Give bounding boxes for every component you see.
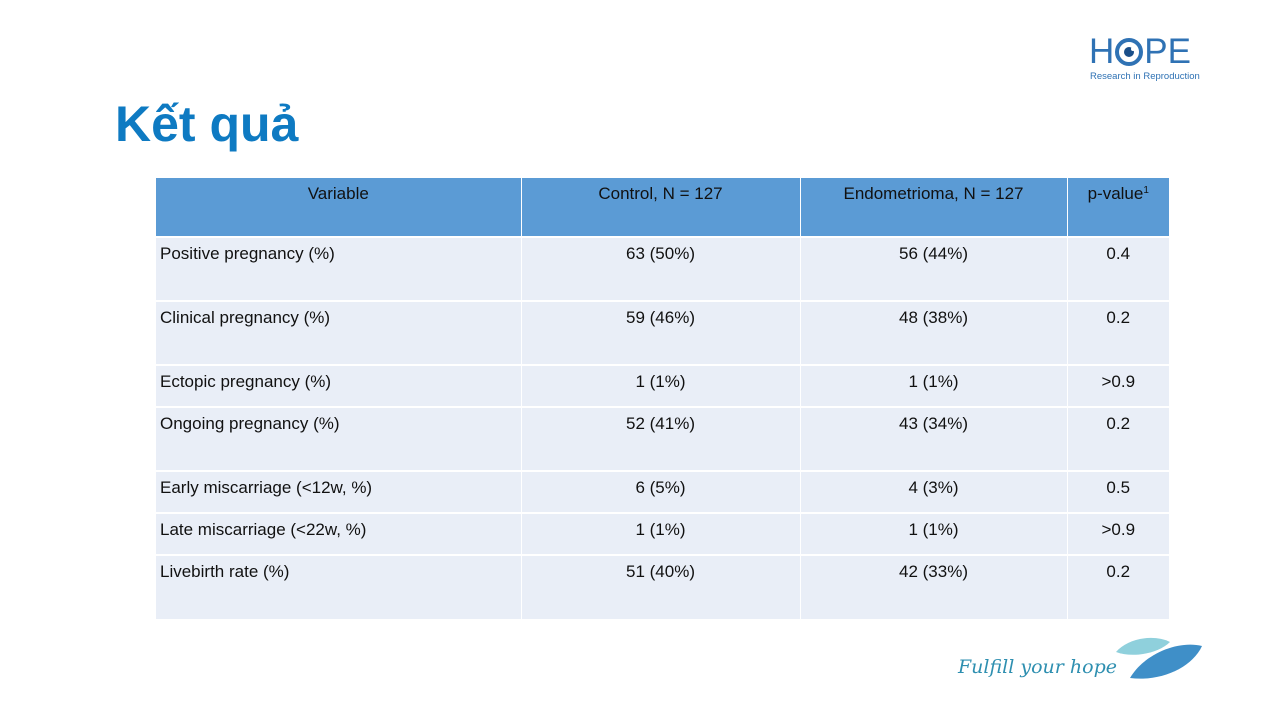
cell-control: 6 (5%) — [521, 470, 801, 513]
cell-pvalue: 0.5 — [1067, 470, 1169, 513]
header-pvalue-label: p-value — [1087, 184, 1144, 203]
cell-pvalue: 0.2 — [1067, 300, 1169, 365]
logo-word-right: PE — [1144, 32, 1191, 71]
cell-variable: Early miscarriage (<12w, %) — [156, 470, 522, 513]
cell-endometrioma: 1 (1%) — [800, 364, 1068, 407]
logo-word-left: H — [1089, 32, 1115, 71]
cell-pvalue: >0.9 — [1067, 364, 1169, 407]
header-variable: Variable — [156, 178, 522, 237]
footer-slogan: Fulfill your hope — [958, 656, 1117, 678]
cell-pvalue: 0.2 — [1067, 406, 1169, 471]
cell-variable: Ectopic pregnancy (%) — [156, 364, 522, 407]
table-row: Early miscarriage (<12w, %) 6 (5%) 4 (3%… — [156, 470, 1169, 513]
cell-pvalue: 0.2 — [1067, 554, 1169, 619]
header-control: Control, N = 127 — [521, 178, 801, 237]
footnote-marker: 1 — [1143, 185, 1149, 196]
results-table: Variable Control, N = 127 Endometrioma, … — [156, 178, 1169, 619]
cell-control: 1 (1%) — [521, 512, 801, 555]
table-row: Ectopic pregnancy (%) 1 (1%) 1 (1%) >0.9 — [156, 364, 1169, 407]
cell-control: 59 (46%) — [521, 300, 801, 365]
cell-variable: Clinical pregnancy (%) — [156, 300, 522, 365]
table-row: Clinical pregnancy (%) 59 (46%) 48 (38%)… — [156, 300, 1169, 365]
header-pvalue: p-value1 — [1067, 178, 1169, 237]
cell-endometrioma: 4 (3%) — [800, 470, 1068, 513]
cell-control: 52 (41%) — [521, 406, 801, 471]
hope-logo: H PE Research in Reproduction — [1089, 34, 1201, 84]
cell-endometrioma: 43 (34%) — [800, 406, 1068, 471]
cell-control: 63 (50%) — [521, 236, 801, 301]
table-row: Livebirth rate (%) 51 (40%) 42 (33%) 0.2 — [156, 554, 1169, 619]
logo-tagline: Research in Reproduction — [1090, 71, 1200, 82]
table-row: Ongoing pregnancy (%) 52 (41%) 43 (34%) … — [156, 406, 1169, 471]
cell-control: 1 (1%) — [521, 364, 801, 407]
cell-variable: Positive pregnancy (%) — [156, 236, 522, 301]
table-row: Positive pregnancy (%) 63 (50%) 56 (44%)… — [156, 236, 1169, 301]
cell-endometrioma: 1 (1%) — [800, 512, 1068, 555]
cell-endometrioma: 42 (33%) — [800, 554, 1068, 619]
eye-icon — [1115, 38, 1144, 66]
table-header-row: Variable Control, N = 127 Endometrioma, … — [156, 178, 1169, 237]
logo-wordmark: H PE — [1089, 34, 1191, 70]
cell-variable: Late miscarriage (<22w, %) — [156, 512, 522, 555]
cell-pvalue: >0.9 — [1067, 512, 1169, 555]
table-row: Late miscarriage (<22w, %) 1 (1%) 1 (1%)… — [156, 512, 1169, 555]
cell-variable: Ongoing pregnancy (%) — [156, 406, 522, 471]
header-endometrioma: Endometrioma, N = 127 — [800, 178, 1068, 237]
slide-title: Kết quả — [115, 96, 299, 152]
cell-pvalue: 0.4 — [1067, 236, 1169, 301]
leaf-icon — [1116, 637, 1202, 679]
cell-variable: Livebirth rate (%) — [156, 554, 522, 619]
cell-endometrioma: 48 (38%) — [800, 300, 1068, 365]
cell-endometrioma: 56 (44%) — [800, 236, 1068, 301]
cell-control: 51 (40%) — [521, 554, 801, 619]
